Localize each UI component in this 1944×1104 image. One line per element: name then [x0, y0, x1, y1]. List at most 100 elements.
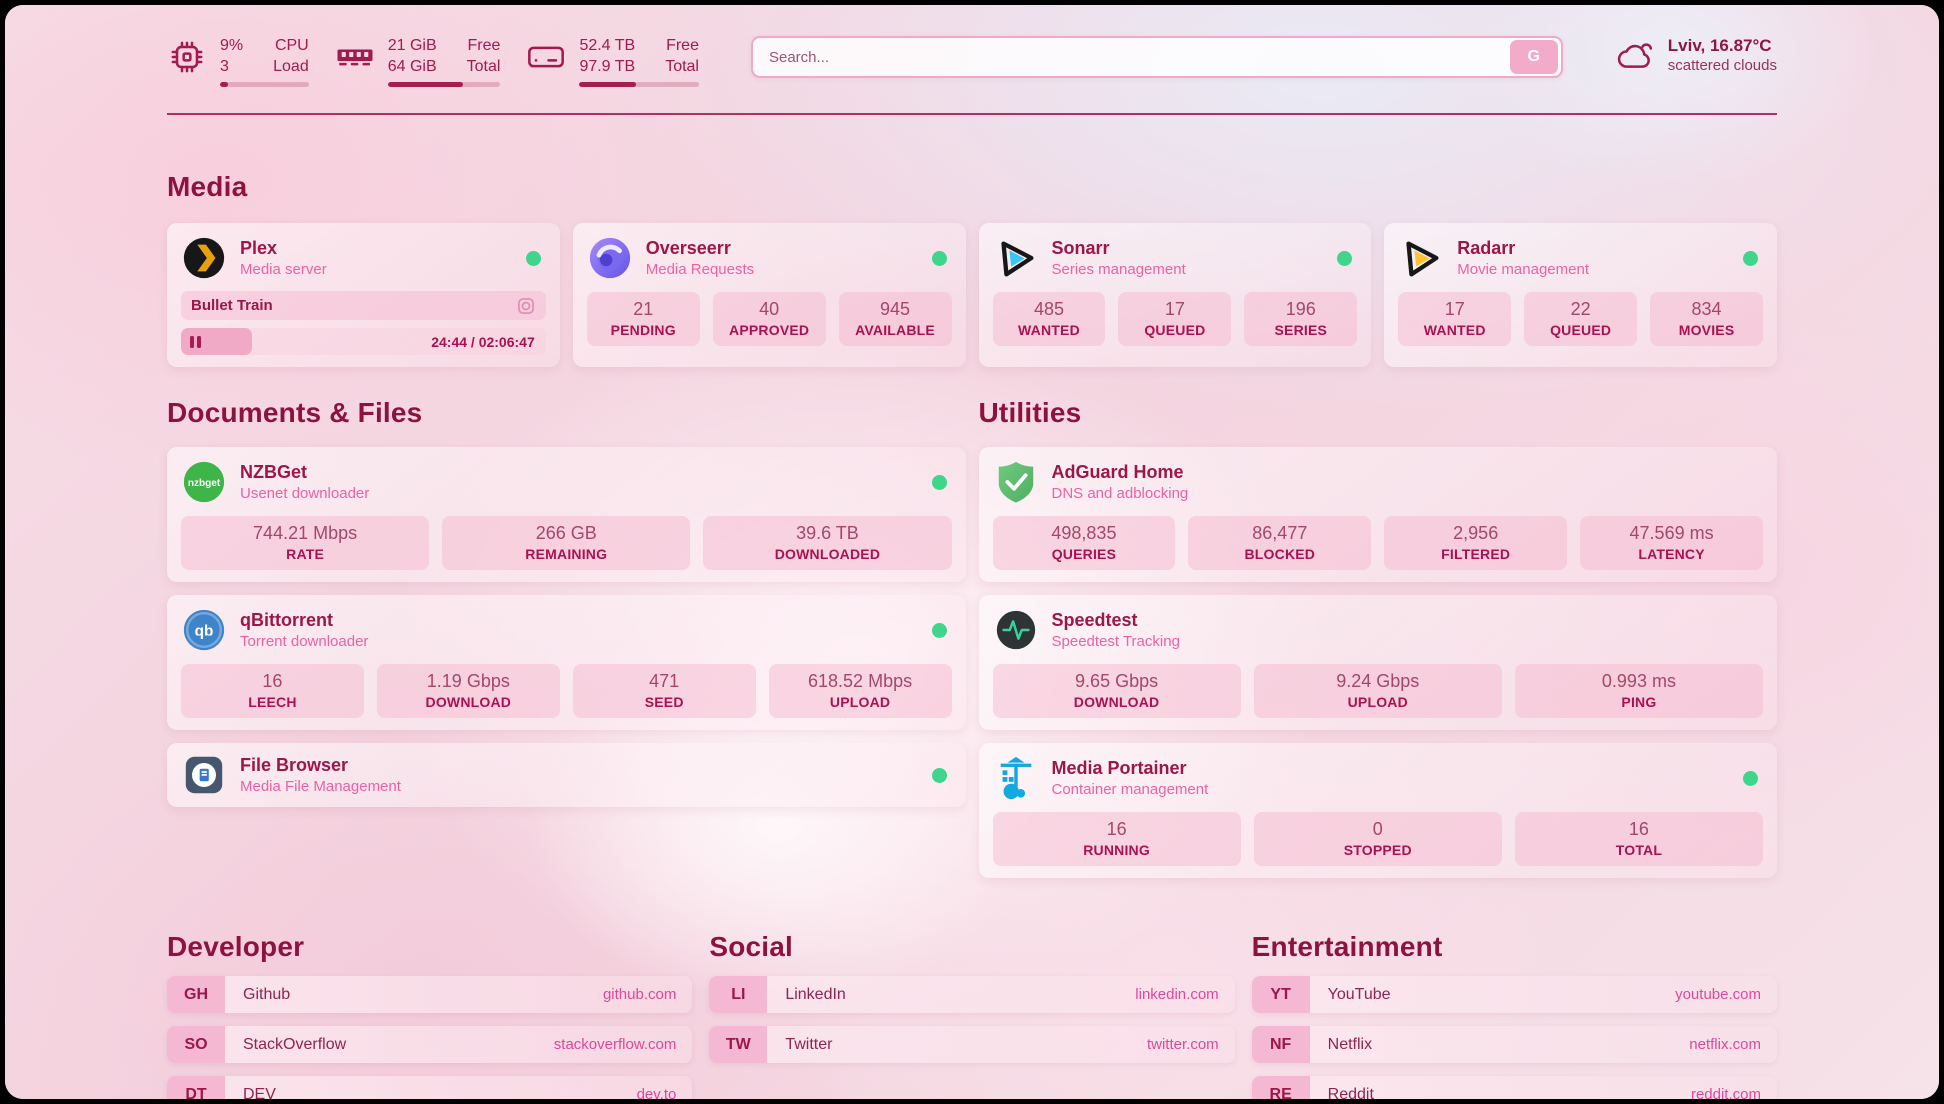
service-card-overseerr[interactable]: Overseerr Media Requests 21 PENDING 40 A… — [572, 223, 966, 368]
service-subtitle: Movie management — [1457, 261, 1589, 279]
bookmark-abbr: TW — [709, 1026, 768, 1064]
weather-widget: Lviv, 16.87°C scattered clouds — [1615, 36, 1777, 74]
playback-time: 24:44 / 02:06:47 — [431, 333, 535, 350]
stat-stopped: 0 STOPPED — [1253, 812, 1502, 867]
bookmark-name: Reddit — [1327, 1085, 1374, 1099]
stat-queued: 17 QUEUED — [1118, 292, 1232, 347]
section-title-documents: Documents & Files — [167, 397, 423, 429]
service-card-nzbget[interactable]: nzbget NZBGet Usenet downloader 744.21 M… — [167, 447, 966, 583]
service-title: AdGuard Home — [1051, 462, 1184, 483]
bookmark-name: DEV — [243, 1085, 276, 1099]
cpu-widget: 9% 3 CPU Load — [167, 35, 309, 88]
bookmark-url: stackoverflow.com — [553, 1036, 677, 1054]
status-dot — [931, 622, 947, 638]
disk-free-value: 52.4 TB — [579, 37, 636, 54]
dashboard-screen: 9% 3 CPU Load — [5, 5, 1939, 1099]
radarr-icon — [1398, 235, 1444, 281]
service-title: qBittorrent — [240, 610, 333, 631]
service-card-radarr[interactable]: Radarr Movie management 17 WANTED 22 QUE… — [1384, 223, 1777, 368]
bookmark-url: twitter.com — [1146, 1036, 1219, 1054]
bookmark-github[interactable]: GH Github github.com — [167, 976, 693, 1014]
service-card-portainer[interactable]: Media Portainer Container management 16 … — [978, 743, 1777, 879]
service-subtitle: Speedtest Tracking — [1051, 633, 1180, 651]
stat-queries: 498,835 QUERIES — [992, 516, 1176, 571]
bookmark-abbr: LI — [709, 976, 768, 1014]
playback-progress-bar[interactable]: 24:44 / 02:06:47 — [181, 328, 546, 356]
service-card-filebrowser[interactable]: File Browser Media File Management — [167, 743, 966, 808]
search-bar[interactable]: G — [750, 36, 1563, 78]
section-title-social: Social — [709, 931, 794, 963]
service-subtitle: Torrent downloader — [240, 633, 369, 651]
status-dot — [931, 767, 947, 783]
bookmark-youtube[interactable]: YT YouTube youtube.com — [1251, 976, 1777, 1014]
bookmark-url: dev.to — [636, 1086, 677, 1099]
stat-leech: 16 LEECH — [181, 664, 364, 719]
service-subtitle: Series management — [1051, 261, 1186, 279]
bookmark-abbr: DT — [167, 1076, 225, 1099]
service-card-speedtest[interactable]: Speedtest Speedtest Tracking 9.65 Gbps D… — [978, 595, 1777, 731]
bookmark-url: netflix.com — [1689, 1036, 1761, 1054]
service-card-plex[interactable]: Plex Media server Bullet Train — [167, 223, 560, 368]
header-divider — [167, 113, 1777, 116]
ram-total-label: Total — [466, 58, 501, 76]
cpu-icon — [167, 37, 207, 77]
service-card-qbittorrent[interactable]: qb qBittorrent Torrent downloader 16 LEE… — [167, 595, 966, 731]
memory-widget: 21 GiB 64 GiB Free Total — [335, 35, 501, 88]
service-subtitle: DNS and adblocking — [1051, 485, 1189, 503]
cpu-load-label: Load — [273, 58, 309, 76]
bookmark-abbr: YT — [1251, 976, 1310, 1014]
stat-remaining: 266 GB REMAINING — [442, 516, 691, 571]
bookmark-netflix[interactable]: NF Netflix netflix.com — [1251, 1026, 1777, 1064]
status-dot — [525, 250, 541, 266]
speedtest-icon — [993, 607, 1039, 653]
cpu-progress-bar — [220, 82, 309, 88]
bookmark-name: Netflix — [1327, 1035, 1373, 1053]
status-dot — [1743, 770, 1758, 786]
service-title: Sonarr — [1051, 238, 1110, 259]
service-subtitle: Media Requests — [645, 261, 755, 279]
ram-free-label: Free — [467, 37, 501, 54]
bookmark-abbr: NF — [1251, 1026, 1310, 1064]
service-title: Plex — [240, 238, 278, 259]
search-provider-button[interactable]: G — [1509, 40, 1558, 74]
bookmark-abbr: GH — [167, 976, 225, 1014]
weather-location: Lviv, 16.87°C — [1667, 36, 1772, 55]
svg-text:nzbget: nzbget — [188, 478, 221, 489]
portainer-icon — [993, 755, 1039, 801]
service-subtitle: Media File Management — [240, 778, 401, 796]
service-title: Radarr — [1457, 238, 1516, 259]
bookmark-name: Github — [243, 985, 291, 1003]
bookmark-stackoverflow[interactable]: SO StackOverflow stackoverflow.com — [167, 1026, 693, 1064]
search-input[interactable] — [752, 48, 1510, 66]
bookmark-url: youtube.com — [1675, 986, 1761, 1004]
bookmark-abbr: SO — [167, 1026, 225, 1064]
stat-download: 1.19 Gbps DOWNLOAD — [376, 664, 560, 719]
cloud-icon — [1615, 37, 1655, 73]
status-dot — [1743, 250, 1758, 266]
ram-free-value: 21 GiB — [387, 37, 437, 54]
plex-icon — [181, 235, 227, 281]
bookmark-name: YouTube — [1327, 985, 1391, 1003]
bookmark-url: linkedin.com — [1135, 986, 1219, 1004]
service-card-sonarr[interactable]: Sonarr Series management 485 WANTED 17 Q… — [978, 223, 1372, 368]
bookmark-name: StackOverflow — [243, 1035, 347, 1053]
section-title-entertainment: Entertainment — [1251, 931, 1443, 963]
bookmark-dev[interactable]: DT DEV dev.to — [167, 1076, 693, 1099]
service-card-adguard-home[interactable]: AdGuard Home DNS and adblocking 498,835 … — [978, 447, 1777, 583]
service-title: File Browser — [240, 755, 349, 776]
qbittorrent-icon: qb — [181, 607, 227, 653]
stat-upload: 618.52 Mbps UPLOAD — [768, 664, 952, 719]
bookmark-twitter[interactable]: TW Twitter twitter.com — [709, 1026, 1235, 1064]
cpu-usage-label: CPU — [274, 37, 309, 54]
section-documents-files: Documents & Files nzbget NZBGet Usenet d — [167, 397, 966, 820]
bookmark-name: Twitter — [785, 1035, 833, 1053]
pause-icon[interactable] — [190, 335, 201, 348]
stat-pending: 21 PENDING — [586, 292, 700, 347]
bookmark-reddit[interactable]: RE Reddit reddit.com — [1251, 1076, 1777, 1099]
stat-rate: 744.21 Mbps RATE — [181, 516, 430, 571]
bookmark-linkedin[interactable]: LI LinkedIn linkedin.com — [709, 976, 1235, 1014]
section-title-developer: Developer — [167, 931, 305, 963]
stat-approved: 40 APPROVED — [712, 292, 826, 347]
ram-icon — [335, 37, 375, 77]
media-view-icon — [516, 296, 536, 316]
